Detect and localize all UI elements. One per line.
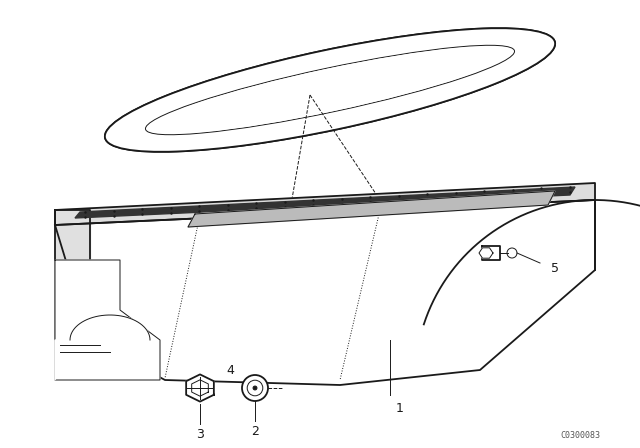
Text: 5: 5 [551,262,559,275]
Polygon shape [75,187,575,218]
Ellipse shape [145,45,515,135]
Text: 2: 2 [251,425,259,438]
Polygon shape [479,248,493,258]
Text: 3: 3 [196,427,204,440]
Text: C0300083: C0300083 [560,431,600,439]
Circle shape [253,386,257,390]
Polygon shape [55,315,150,380]
Text: 1: 1 [396,401,404,414]
Polygon shape [55,260,160,380]
Text: 4: 4 [226,363,234,376]
Polygon shape [186,375,214,401]
Polygon shape [55,210,90,340]
Polygon shape [188,191,555,227]
Ellipse shape [105,28,555,152]
Ellipse shape [105,28,555,152]
Ellipse shape [151,47,509,134]
Polygon shape [55,200,595,385]
Polygon shape [55,183,595,225]
Circle shape [242,375,268,401]
Polygon shape [482,246,500,260]
